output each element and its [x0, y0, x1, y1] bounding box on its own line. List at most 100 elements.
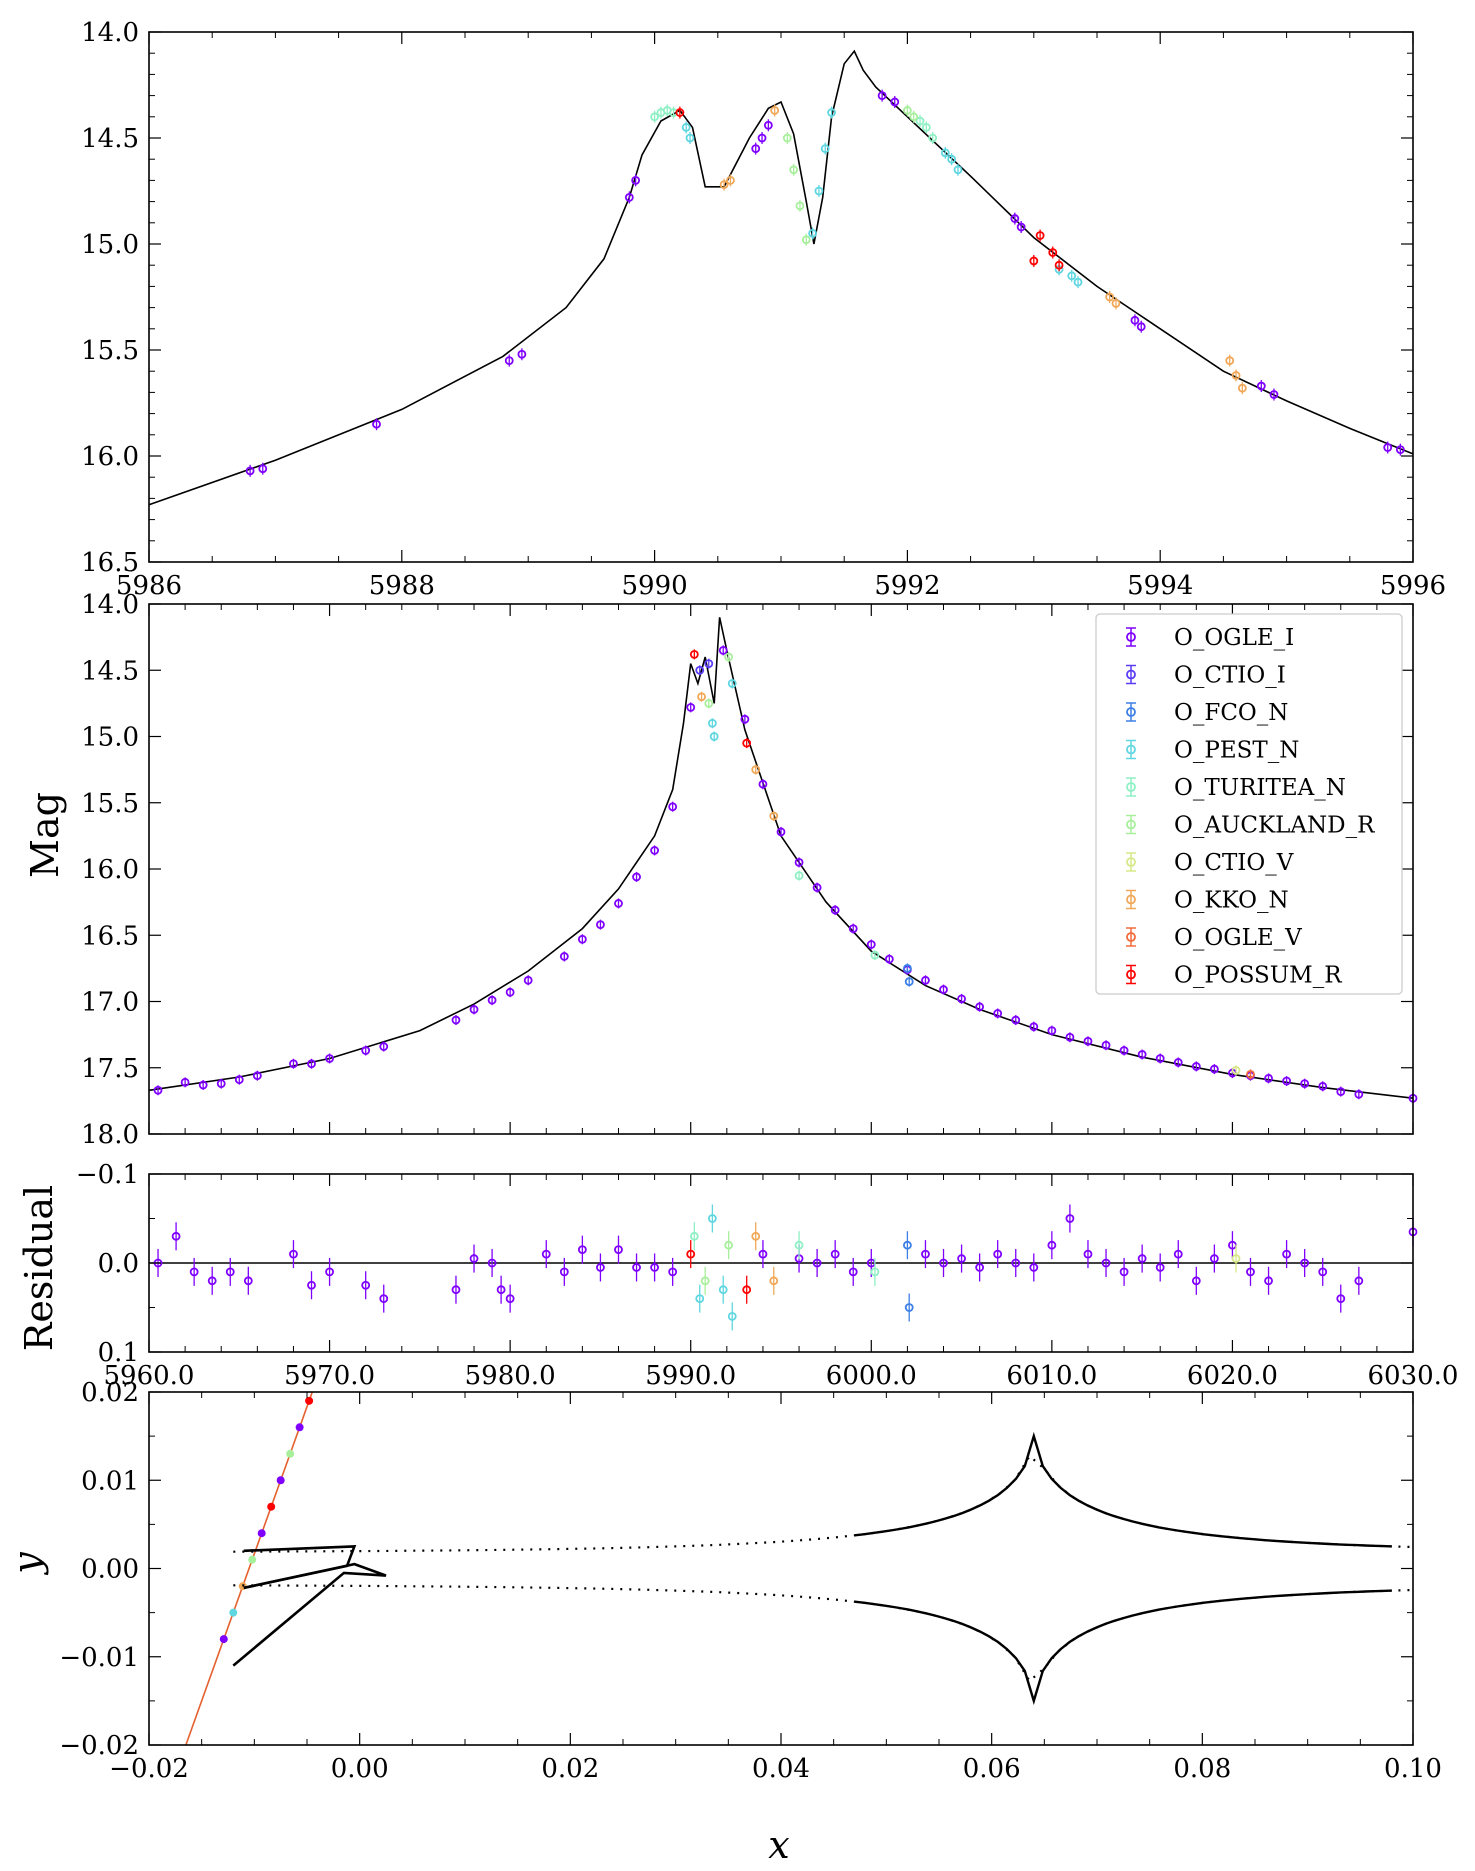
data-point: [1065, 1032, 1075, 1042]
legend-marker: [1126, 632, 1136, 642]
data-point: [1029, 256, 1039, 266]
x-tick-label: 5986: [116, 571, 182, 601]
x-tick-label: 5990: [622, 571, 688, 601]
legend: O_OGLE_I O_CTIO_I O_FCO_N O_PEST_N O_TURITEA…: [1095, 613, 1403, 995]
data-point: [751, 765, 761, 775]
x-tick-label: 6030.0: [1368, 1361, 1459, 1391]
data-point: [325, 1054, 334, 1063]
data-point: [198, 1080, 208, 1090]
legend-item: O_KKO_N: [1126, 888, 1289, 914]
data-point: [904, 1303, 914, 1312]
data-point: [940, 148, 950, 158]
data-point: [1011, 1015, 1021, 1025]
data-point: [795, 201, 805, 211]
data-point: [1231, 1254, 1241, 1263]
legend-label: O_POSSUM_R: [1174, 963, 1342, 989]
data-point: [812, 1258, 822, 1268]
data-point: [1173, 1249, 1183, 1259]
x-tick-label: 6000.0: [826, 1361, 917, 1391]
source-position: [248, 1555, 257, 1564]
source-position: [286, 1449, 295, 1458]
full-lightcurve-panel: 14.0 14.5 15.0 15.5 16.0 16.5 17.0 17.5 18.0 O_OG…: [81, 590, 1418, 1150]
x-tick-label: 5970.0: [284, 1361, 375, 1391]
data-point: [517, 349, 527, 359]
x-tick-label: 0.08: [1173, 1754, 1231, 1784]
data-point: [769, 1276, 779, 1286]
data-point: [243, 1276, 253, 1286]
data-point: [171, 1231, 181, 1241]
x-tick-label: 0.06: [963, 1754, 1021, 1784]
data-point: [921, 975, 930, 985]
data-point: [727, 679, 737, 688]
data-point: [686, 702, 696, 712]
y-tick-label: −0.1: [76, 1160, 139, 1190]
y-tick-label: 14.5: [81, 124, 139, 154]
data-point: [695, 1294, 705, 1303]
source-position: [305, 1396, 314, 1405]
data-point: [812, 883, 822, 892]
legend-item: O_CTIO_I: [1126, 663, 1286, 689]
data-point: [953, 165, 963, 175]
source-position: [295, 1423, 304, 1432]
data-point: [189, 1267, 199, 1277]
data-point: [245, 466, 255, 476]
y-tick-label: 0.01: [81, 1466, 139, 1496]
legend-item: O_FCO_N: [1126, 700, 1288, 726]
data-point: [1035, 231, 1045, 240]
data-point: [379, 1042, 389, 1051]
data-point: [724, 652, 734, 662]
data-point: [763, 120, 773, 130]
x-tick-label: 0.10: [1384, 1754, 1442, 1784]
data-point: [1073, 277, 1083, 287]
data-point: [814, 186, 824, 196]
data-point: [505, 1294, 515, 1303]
residual-axis-label: Residual: [17, 1185, 61, 1351]
data-point: [1191, 1276, 1201, 1286]
data-point: [577, 934, 587, 944]
data-point: [1067, 271, 1077, 281]
data-point: [451, 1285, 461, 1295]
data-point: [830, 905, 840, 915]
data-point: [1173, 1058, 1183, 1067]
legend-box: [1095, 613, 1403, 995]
legend-label: O_AUCKLAND_R: [1174, 813, 1375, 839]
source-position: [257, 1529, 266, 1538]
data-point: [707, 718, 717, 728]
data-point: [180, 1077, 190, 1087]
y-tick-label: 0.0: [98, 1249, 139, 1279]
data-point: [993, 1009, 1003, 1018]
data-point: [801, 235, 811, 245]
y-tick-label: 16.0: [81, 855, 139, 885]
model-curve: [148, 49, 1414, 506]
x-axis-label: x: [768, 1823, 789, 1867]
data-point: [361, 1046, 371, 1055]
y-tick-label: 17.5: [81, 1054, 139, 1084]
data-point: [727, 1312, 737, 1321]
data-point: [928, 133, 938, 143]
legend-marker: [1126, 782, 1136, 792]
y-tick-label: 16.5: [81, 921, 139, 951]
data-point: [700, 1276, 710, 1286]
data-point: [1119, 1267, 1129, 1277]
legend-label: O_CTIO_I: [1174, 663, 1286, 689]
source-position: [276, 1476, 285, 1485]
data-point: [1269, 390, 1279, 399]
legend-item: O_OGLE_I: [1126, 625, 1294, 651]
legend-item: O_TURITEA_N: [1126, 775, 1346, 801]
data-point: [1246, 1267, 1255, 1277]
data-point: [1395, 445, 1405, 455]
x-tick-label: −0.02: [109, 1754, 189, 1784]
data-point: [1282, 1249, 1291, 1259]
data-point: [1209, 1254, 1219, 1263]
data-point: [884, 954, 894, 964]
data-point: [675, 108, 685, 117]
data-point: [870, 950, 880, 960]
legend-marker: [1126, 707, 1136, 717]
data-point: [668, 1267, 678, 1277]
data-point: [681, 123, 691, 132]
data-point: [624, 192, 634, 202]
data-point: [1101, 1258, 1111, 1268]
legend-label: O_CTIO_V: [1174, 850, 1294, 876]
legend-item: O_CTIO_V: [1126, 850, 1294, 876]
